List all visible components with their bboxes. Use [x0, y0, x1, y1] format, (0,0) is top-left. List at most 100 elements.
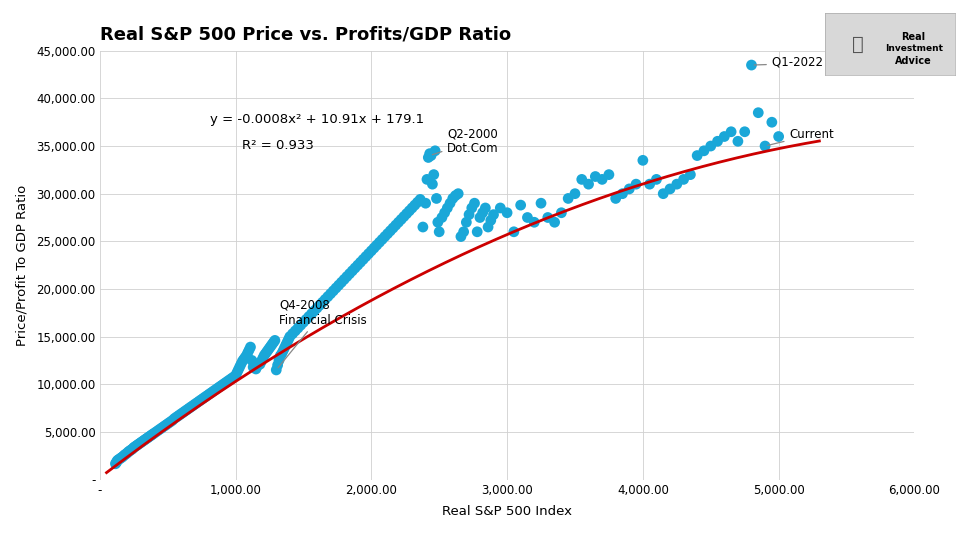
Point [339, 272, 354, 281]
Point [209, 384, 225, 393]
Point [454, 232, 469, 241]
Point [353, 258, 369, 266]
Point [263, 342, 279, 350]
Point [121, 448, 136, 456]
Point [425, 180, 440, 189]
Point [202, 390, 217, 399]
Point [689, 151, 704, 160]
Point [588, 172, 603, 181]
Point [334, 278, 349, 287]
Point [108, 459, 124, 468]
Point [195, 394, 210, 403]
Point [282, 333, 297, 341]
Point [377, 232, 393, 241]
Point [207, 386, 223, 394]
Point [265, 338, 281, 346]
Point [427, 147, 443, 155]
Point [483, 216, 499, 224]
Point [135, 437, 151, 445]
Point [655, 189, 671, 198]
Point [262, 344, 277, 352]
Point [224, 374, 239, 383]
Point [547, 218, 563, 227]
Point [245, 363, 261, 372]
Point [470, 228, 485, 236]
Point [342, 270, 357, 278]
Point [295, 318, 311, 327]
Point [731, 137, 746, 146]
Point [724, 127, 739, 136]
Point [304, 310, 319, 318]
Point [133, 439, 149, 447]
Point [293, 321, 309, 329]
Point [138, 435, 153, 443]
Point [141, 433, 156, 441]
Point [608, 194, 623, 203]
Text: Investment: Investment [885, 44, 943, 53]
Point [385, 224, 400, 232]
Point [298, 315, 314, 324]
Point [323, 289, 339, 298]
Text: Advice: Advice [896, 56, 932, 66]
Point [127, 442, 143, 451]
Point [364, 247, 379, 255]
Point [458, 218, 474, 227]
Point [140, 434, 155, 442]
Point [145, 430, 160, 439]
Point [347, 264, 363, 272]
Point [211, 383, 227, 391]
Text: Q2-2000
Dot.Com: Q2-2000 Dot.Com [432, 127, 499, 155]
Point [181, 404, 197, 413]
Point [421, 153, 436, 161]
Point [154, 423, 170, 432]
Point [144, 431, 159, 440]
Point [169, 413, 184, 422]
Point [218, 378, 234, 387]
Point [149, 427, 164, 436]
Point [325, 287, 341, 295]
Point [237, 353, 253, 362]
Point [197, 393, 212, 401]
Point [147, 429, 162, 438]
Point [434, 213, 450, 222]
Point [137, 435, 152, 444]
Point [248, 365, 263, 373]
Point [717, 132, 732, 141]
Point [226, 373, 241, 381]
Point [527, 218, 542, 227]
Point [412, 195, 427, 204]
Point [128, 441, 144, 450]
Point [418, 199, 433, 207]
Point [151, 426, 166, 435]
Point [744, 61, 759, 69]
Point [472, 213, 487, 222]
Point [492, 204, 508, 212]
Point [204, 389, 219, 397]
Point [507, 228, 522, 236]
Point [160, 419, 176, 427]
Point [382, 227, 398, 235]
Point [485, 211, 501, 219]
Y-axis label: Price/Profit To GDP Ratio: Price/Profit To GDP Ratio [15, 184, 28, 346]
Point [234, 360, 249, 368]
Point [594, 175, 610, 184]
Point [288, 327, 303, 335]
Text: Q1-2022 - Market Peak: Q1-2022 - Market Peak [755, 56, 907, 69]
Point [281, 335, 296, 344]
Point [309, 304, 324, 312]
Point [461, 211, 477, 219]
Point [255, 354, 270, 363]
Point [277, 344, 292, 352]
Point [445, 194, 460, 203]
Point [648, 175, 664, 184]
Point [175, 409, 190, 417]
Point [399, 209, 414, 218]
Point [114, 454, 129, 462]
Point [350, 261, 366, 269]
Point [758, 142, 773, 150]
Point [440, 204, 455, 212]
Point [662, 184, 677, 193]
Point [285, 329, 300, 338]
Point [601, 171, 617, 179]
Point [372, 238, 387, 247]
